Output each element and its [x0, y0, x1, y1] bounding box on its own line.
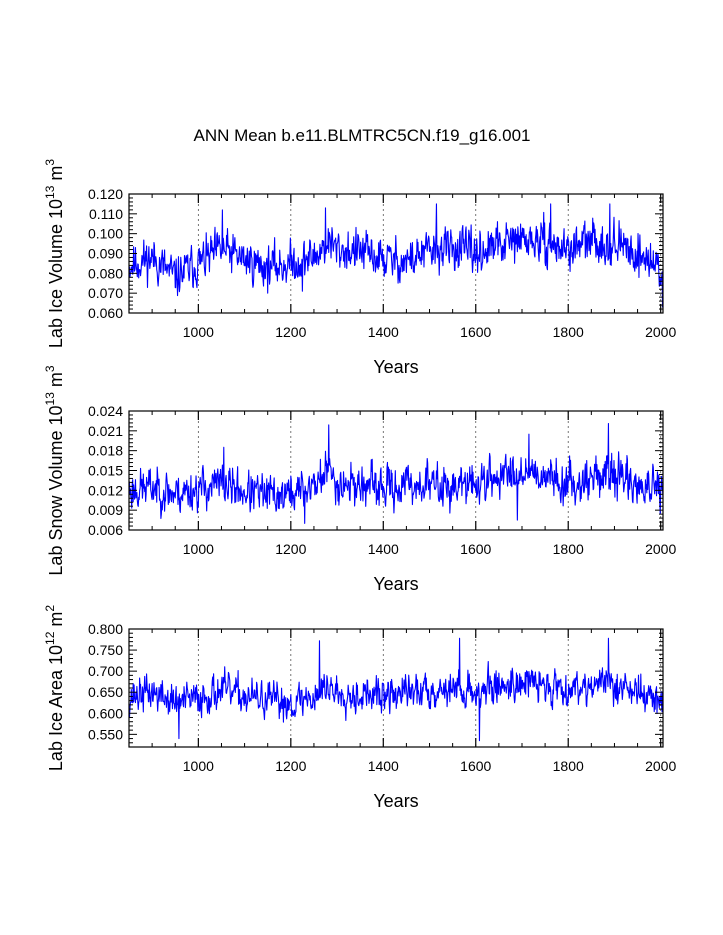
y-axis-label-exponent: 13: [43, 392, 57, 406]
y-axis-label-exponent: 12: [43, 631, 57, 645]
y-tick-label: 0.700: [88, 663, 123, 679]
y-tick-label: 0.600: [88, 705, 123, 721]
x-tick-label: 1600: [460, 758, 491, 774]
y-tick-label: 0.090: [88, 246, 123, 262]
x-tick-label: 1800: [553, 324, 584, 340]
x-axis-label: Years: [373, 791, 418, 811]
x-tick-label: 1000: [183, 541, 214, 557]
y-axis-label-unit-exponent: 3: [43, 159, 57, 166]
y-axis-label-unit: m: [46, 372, 66, 392]
panel-lab-snow-volume: 1000 1200 1400 1600 1800 2000 0.006 0.009 0.012 0…: [43, 365, 676, 594]
x-tick-label: 1400: [368, 758, 399, 774]
y-tick-label: 0.750: [88, 642, 123, 658]
y-tick-label: 0.650: [88, 684, 123, 700]
series-line: [128, 203, 664, 308]
y-axis-label-unit-exponent: 2: [43, 605, 57, 612]
y-axis-label-base: Lab Ice Area 10: [46, 645, 66, 771]
y-tick-label: 0.018: [88, 443, 123, 459]
y-tick-label: 0.110: [89, 206, 123, 222]
y-tick-label: 0.009: [88, 502, 123, 518]
x-axis-label: Years: [373, 574, 418, 594]
y-tick-label: 0.024: [88, 403, 123, 419]
series-line: [128, 637, 664, 742]
y-tick-label: 0.006: [88, 522, 123, 538]
x-tick-label: 1800: [553, 758, 584, 774]
y-axis-label-exponent: 13: [43, 185, 57, 199]
chart-title: ANN Mean b.e11.BLMTRC5CN.f19_g16.001: [193, 126, 530, 145]
y-tick-label: 0.070: [88, 285, 123, 301]
y-axis-label-unit: m: [46, 612, 66, 632]
x-tick-label: 1800: [553, 541, 584, 557]
y-axis-label-base: Lab Ice Volume 10: [46, 199, 66, 348]
y-tick-label: 0.100: [88, 226, 123, 242]
x-tick-label: 1000: [183, 324, 214, 340]
panel-lab-ice-volume: 1000 1200 1400 1600 1800 2000 0.060 0.070 0.080 0…: [43, 159, 676, 377]
y-tick-label: 0.800: [88, 621, 123, 637]
y-axis-label: Lab Ice Area 1012 m2: [43, 605, 66, 771]
x-tick-label: 1600: [460, 541, 491, 557]
x-tick-label: 2000: [645, 758, 676, 774]
x-axis-label: Years: [373, 357, 418, 377]
x-tick-label: 1400: [368, 324, 399, 340]
y-axis-label: Lab Ice Volume 1013 m3: [43, 159, 66, 348]
y-tick-label: 0.015: [88, 463, 123, 479]
y-axis-label: Lab Snow Volume 1013 m3: [43, 365, 66, 575]
x-tick-label: 1200: [275, 758, 306, 774]
y-tick-label: 0.550: [88, 726, 123, 742]
y-tick-label: 0.080: [88, 265, 123, 281]
y-tick-label: 0.012: [88, 482, 123, 498]
y-axis-label-unit-exponent: 3: [43, 365, 57, 372]
y-tick-label: 0.060: [88, 305, 123, 321]
y-tick-label: 0.021: [88, 423, 123, 439]
y-tick-label: 0.120: [88, 186, 123, 202]
x-tick-label: 2000: [645, 541, 676, 557]
y-axis-label-base: Lab Snow Volume 10: [46, 405, 66, 575]
x-tick-label: 1200: [275, 324, 306, 340]
x-tick-label: 2000: [645, 324, 676, 340]
panel-lab-ice-area: 1000 1200 1400 1600 1800 2000 0.550 0.600 0.650 0…: [43, 605, 676, 811]
y-axis-label-unit: m: [46, 166, 66, 186]
x-tick-label: 1400: [368, 541, 399, 557]
x-tick-label: 1000: [183, 758, 214, 774]
x-tick-label: 1600: [460, 324, 491, 340]
series-line: [128, 423, 664, 524]
x-tick-label: 1200: [275, 541, 306, 557]
